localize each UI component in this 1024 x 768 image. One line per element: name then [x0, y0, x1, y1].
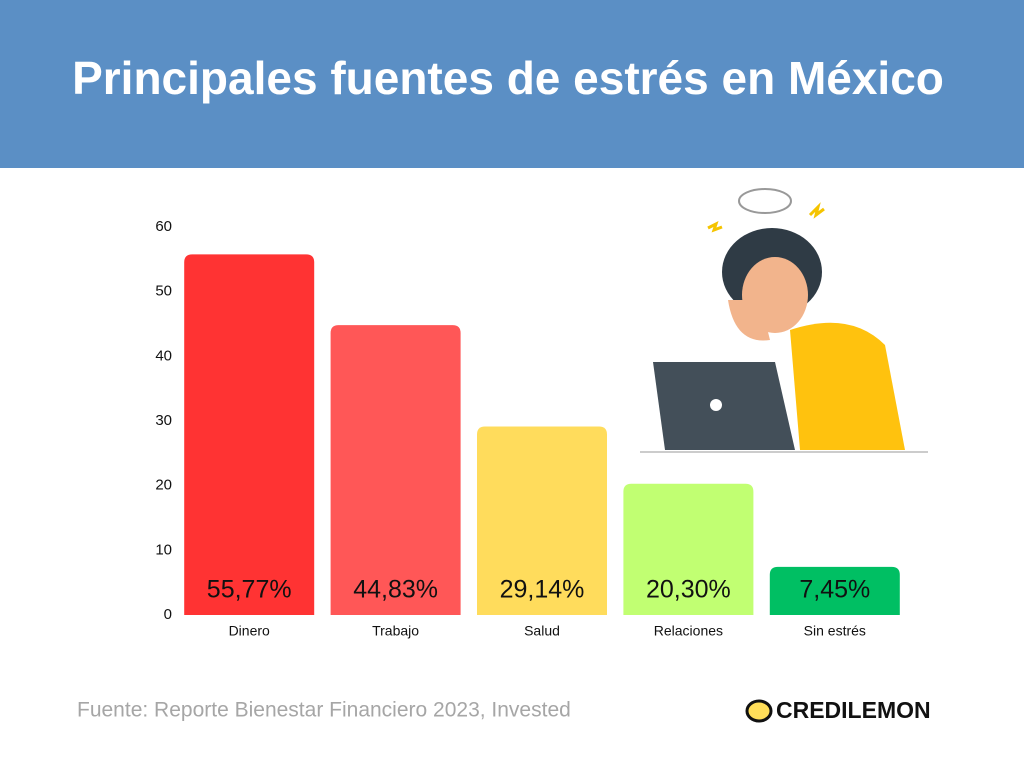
illustration	[640, 188, 928, 453]
bar	[184, 254, 315, 615]
chart-title: Principales fuentes de estrés en México	[72, 52, 944, 104]
laptop	[653, 362, 795, 450]
dizzy-scribble	[738, 188, 792, 214]
logo-icon	[745, 699, 773, 723]
shirt	[790, 322, 905, 450]
bar	[330, 325, 461, 615]
bar	[769, 566, 900, 615]
header-band	[0, 0, 1024, 168]
x-tick-label: Relaciones	[654, 623, 723, 639]
hand	[728, 300, 770, 341]
brand-name: CREDILEMON	[776, 697, 931, 723]
y-tick-label: 0	[164, 606, 172, 623]
source-note: Fuente: Reporte Bienestar Financiero 202…	[77, 699, 571, 722]
value-label: 20,30%	[646, 576, 731, 604]
y-tick-label: 30	[155, 412, 172, 429]
x-tick-label: Dinero	[229, 623, 270, 639]
x-tick-label: Trabajo	[372, 623, 419, 639]
y-tick-label: 50	[155, 283, 172, 300]
bar	[477, 426, 607, 615]
y-tick-label: 60	[155, 218, 172, 235]
value-label: 44,83%	[353, 576, 438, 604]
laptop-logo	[710, 399, 722, 411]
stress-spark	[808, 202, 825, 219]
y-tick-label: 10	[155, 541, 172, 558]
value-label: 7,45%	[799, 576, 870, 604]
x-tick-label: Sin estrés	[804, 623, 866, 639]
bar	[623, 483, 754, 615]
brand-logo: CREDILEMON	[745, 697, 931, 723]
value-label: 55,77%	[207, 576, 292, 604]
y-tick-label: 40	[155, 347, 172, 364]
stress-spark	[707, 221, 723, 233]
x-tick-label: Salud	[524, 623, 560, 639]
y-tick-label: 20	[155, 477, 172, 494]
value-label: 29,14%	[500, 576, 585, 604]
